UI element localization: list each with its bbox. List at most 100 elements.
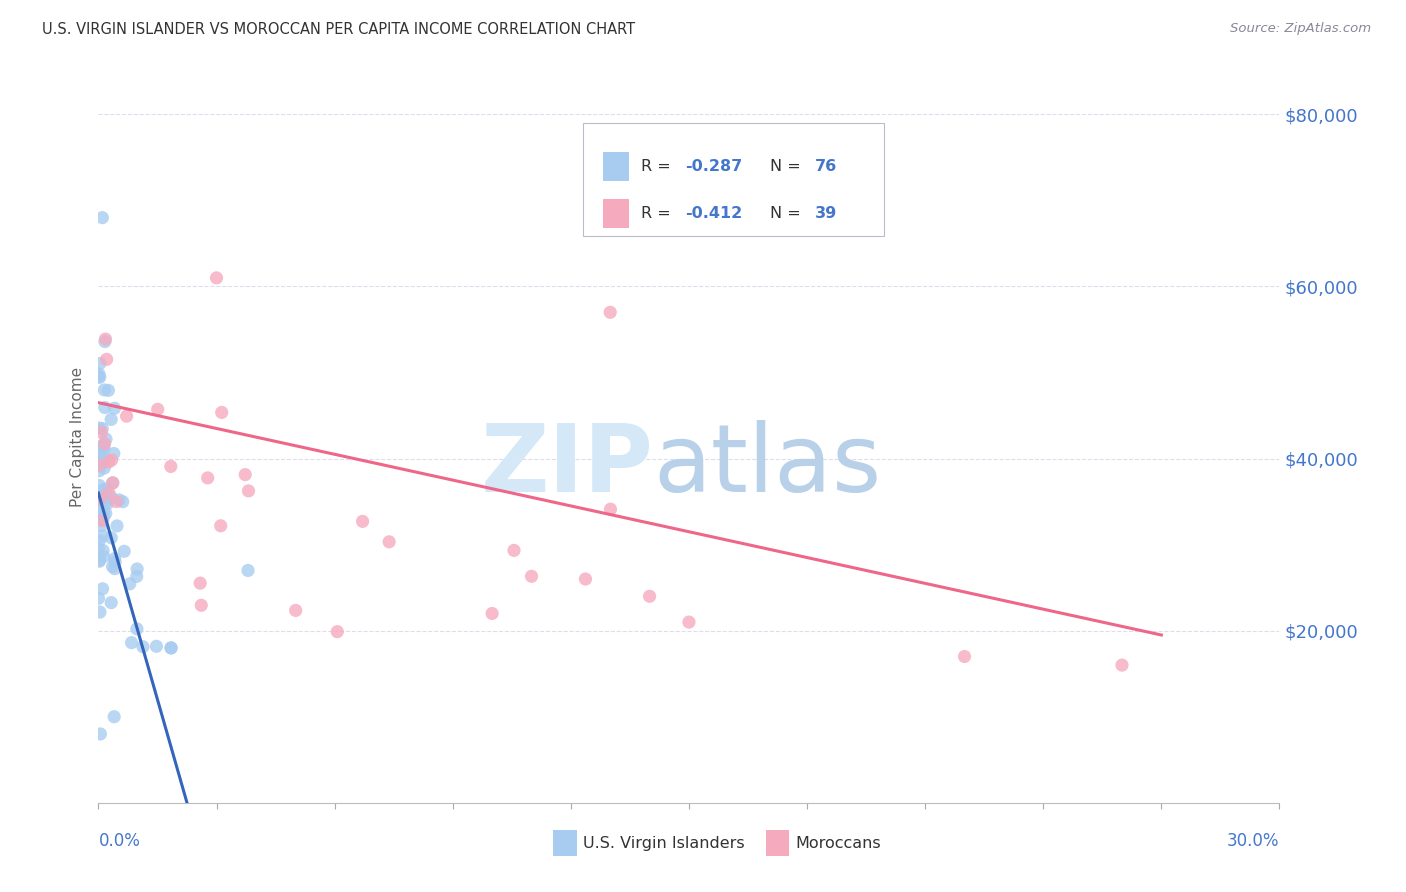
- Text: N =: N =: [770, 159, 806, 174]
- Point: [125, 569, 148, 583]
- Point: [100, 453, 122, 467]
- Point: [236, 564, 259, 578]
- Point: [105, 519, 128, 533]
- Point: [103, 710, 125, 724]
- Point: [103, 446, 125, 460]
- Point: [94, 432, 117, 446]
- Point: [145, 640, 167, 654]
- Point: [197, 471, 219, 485]
- Point: [97, 455, 120, 469]
- Text: R =: R =: [641, 206, 675, 220]
- Point: [118, 576, 141, 591]
- Point: [89, 464, 111, 478]
- Point: [89, 489, 111, 503]
- Point: [378, 534, 401, 549]
- Point: [87, 447, 110, 461]
- Point: [89, 727, 111, 741]
- Point: [93, 549, 115, 564]
- Point: [678, 615, 700, 629]
- Text: N =: N =: [770, 206, 806, 220]
- Point: [91, 450, 114, 465]
- Point: [188, 576, 211, 591]
- FancyBboxPatch shape: [582, 122, 884, 235]
- Point: [100, 531, 122, 545]
- Point: [91, 438, 114, 452]
- Point: [89, 533, 111, 548]
- Point: [91, 529, 114, 543]
- Point: [953, 649, 976, 664]
- Point: [112, 544, 135, 558]
- Point: [238, 483, 260, 498]
- Y-axis label: Per Capita Income: Per Capita Income: [70, 367, 86, 508]
- Point: [121, 635, 143, 649]
- Point: [93, 461, 115, 475]
- Point: [91, 421, 114, 435]
- Point: [89, 356, 111, 370]
- Point: [91, 456, 114, 470]
- Point: [90, 425, 112, 440]
- Text: -0.287: -0.287: [685, 159, 742, 174]
- Point: [111, 494, 134, 508]
- Point: [104, 562, 127, 576]
- Point: [94, 332, 117, 346]
- Point: [284, 603, 307, 617]
- Point: [89, 421, 111, 435]
- Point: [233, 467, 256, 482]
- Point: [599, 305, 621, 319]
- Point: [97, 485, 120, 500]
- Text: ZIP: ZIP: [481, 420, 654, 512]
- Text: U.S. VIRGIN ISLANDER VS MOROCCAN PER CAPITA INCOME CORRELATION CHART: U.S. VIRGIN ISLANDER VS MOROCCAN PER CAP…: [42, 22, 636, 37]
- Point: [89, 554, 111, 568]
- Point: [1111, 658, 1133, 673]
- Point: [104, 551, 127, 566]
- Text: -0.412: -0.412: [685, 206, 742, 220]
- Point: [132, 640, 155, 654]
- Text: 30.0%: 30.0%: [1227, 832, 1279, 850]
- Point: [91, 483, 114, 498]
- Point: [160, 640, 183, 655]
- Text: atlas: atlas: [654, 420, 882, 512]
- Point: [94, 401, 117, 415]
- Point: [100, 596, 122, 610]
- Point: [91, 211, 114, 225]
- Text: 76: 76: [815, 159, 838, 174]
- Point: [146, 402, 169, 417]
- Point: [481, 607, 503, 621]
- Bar: [603, 199, 628, 227]
- Text: 39: 39: [815, 206, 838, 220]
- Point: [89, 605, 111, 619]
- Point: [87, 591, 110, 606]
- Point: [87, 458, 110, 473]
- Point: [209, 518, 232, 533]
- Point: [326, 624, 349, 639]
- Point: [638, 589, 661, 603]
- Text: R =: R =: [641, 159, 675, 174]
- Point: [93, 436, 115, 450]
- Point: [599, 502, 621, 516]
- Point: [520, 569, 543, 583]
- Bar: [766, 830, 789, 856]
- Point: [105, 494, 128, 508]
- Point: [89, 478, 111, 492]
- Point: [103, 401, 125, 416]
- Point: [205, 271, 228, 285]
- Point: [91, 513, 114, 527]
- Point: [100, 491, 122, 505]
- Point: [104, 555, 127, 569]
- Point: [90, 451, 112, 466]
- Point: [96, 497, 118, 511]
- Point: [87, 370, 110, 384]
- Point: [93, 383, 115, 397]
- Point: [90, 442, 112, 456]
- Point: [87, 541, 110, 556]
- Point: [159, 459, 181, 474]
- Point: [91, 543, 114, 558]
- Point: [352, 515, 374, 529]
- Point: [101, 475, 124, 490]
- Point: [93, 442, 115, 456]
- Point: [125, 622, 148, 636]
- Point: [94, 334, 117, 349]
- Text: Source: ZipAtlas.com: Source: ZipAtlas.com: [1230, 22, 1371, 36]
- Point: [90, 518, 112, 533]
- Point: [100, 412, 122, 426]
